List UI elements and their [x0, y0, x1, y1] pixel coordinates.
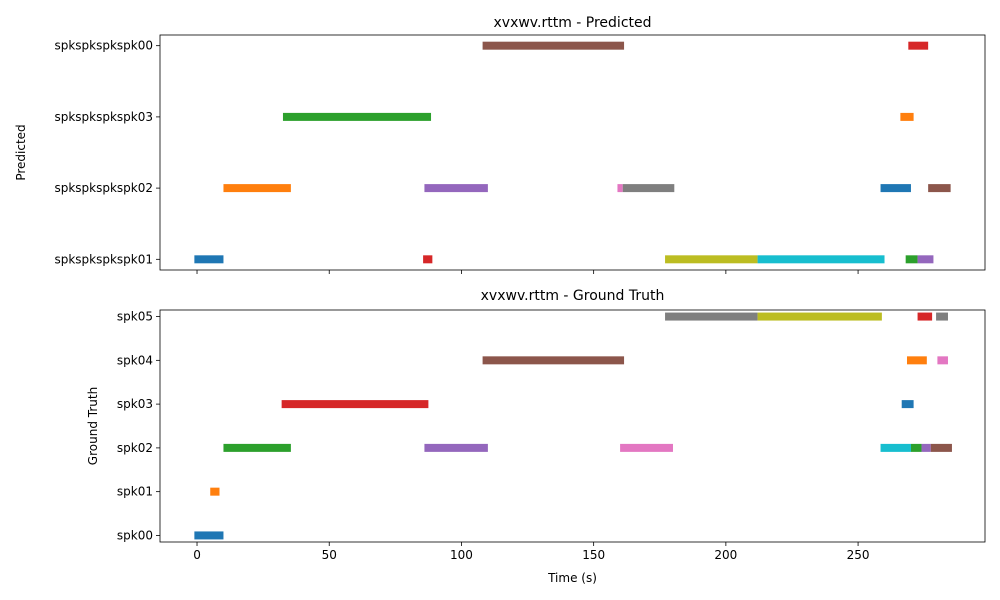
segment-spk04-11: [906, 356, 927, 365]
segment-spk02-9: [880, 443, 911, 452]
y-tick-label: spkspkspkspk00: [54, 39, 153, 53]
segment-spkspkspkspk02-4: [424, 184, 488, 193]
y-tick-label: spkspkspkspk02: [54, 181, 153, 195]
plot-frame: [159, 309, 986, 543]
x-tick-label: 0: [193, 548, 201, 562]
y-tick-label: spk00: [117, 528, 153, 542]
y-tick-label: spk05: [117, 310, 153, 324]
y-tick-label: spk02: [117, 441, 153, 455]
segment-spk04-5: [482, 356, 625, 365]
segment-spk02-4: [424, 443, 488, 452]
y-tick-label: spk04: [117, 353, 153, 367]
x-tick-label: 150: [582, 548, 605, 562]
segment-spk03-3: [281, 400, 429, 409]
segment-spk00-0: [194, 531, 224, 540]
y-tick-label: spkspkspkspk03: [54, 110, 153, 124]
segment-spkspkspkspk02-7: [622, 184, 675, 193]
segment-spk02-15: [930, 443, 952, 452]
segment-spk05-7: [665, 312, 758, 321]
segment-spkspkspkspk03-2: [282, 112, 432, 121]
x-axis-label: Time (s): [547, 571, 597, 585]
segment-spk03-10: [901, 400, 914, 409]
segment-spkspkspkspk01-9: [757, 255, 885, 264]
segment-spkspkspkspk02-6: [617, 184, 623, 193]
segment-spk04-16: [937, 356, 948, 365]
y-tick-label: spk01: [117, 485, 153, 499]
y-axis-label: Ground Truth: [86, 387, 100, 465]
segment-spkspkspkspk02-1: [223, 184, 291, 193]
segment-spkspkspkspk02-15: [928, 184, 951, 193]
segment-spkspkspkspk01-3: [423, 255, 433, 264]
x-tick-label: 100: [450, 548, 473, 562]
segment-spkspkspkspk00-13: [908, 41, 929, 50]
y-tick-label: spkspkspkspk01: [54, 252, 153, 266]
segment-spk05-8: [757, 312, 882, 321]
segment-spkspkspkspk01-8: [665, 255, 758, 264]
x-tick-label: 200: [714, 548, 737, 562]
chart-title: xvxwv.rttm - Predicted: [494, 15, 652, 31]
segment-spk02-14: [921, 443, 931, 452]
ground-truth-panel: spk00 spk01 spk02 spk03 spk04 spk05 0 50 100 150 2…: [86, 288, 986, 585]
segment-spkspkspkspk01-0: [194, 255, 224, 264]
segment-spk05-13: [917, 312, 933, 321]
segment-spk01-1: [210, 487, 220, 496]
segment-spkspkspkspk01-14: [917, 255, 934, 264]
segment-spkspkspkspk00-5: [482, 41, 625, 50]
y-tick-label: spk03: [117, 397, 153, 411]
predicted-panel: spkspkspkspk01 spkspkspkspk02 spkspkspkspk…: [14, 15, 986, 274]
segment-spkspkspkspk02-10: [880, 184, 911, 193]
segment-spk02-12: [910, 443, 922, 452]
x-tick-label: 50: [322, 548, 337, 562]
chart-title: xvxwv.rttm - Ground Truth: [481, 288, 665, 304]
plot-frame: [159, 34, 986, 271]
x-tick-label: 250: [847, 548, 870, 562]
segment-spkspkspkspk03-11: [900, 112, 914, 121]
segment-spk05-17: [936, 312, 948, 321]
segment-spkspkspkspk01-12: [905, 255, 918, 264]
segment-spk02-6: [620, 443, 673, 452]
y-axis-label: Predicted: [14, 124, 28, 180]
segment-spk02-2: [223, 443, 291, 452]
